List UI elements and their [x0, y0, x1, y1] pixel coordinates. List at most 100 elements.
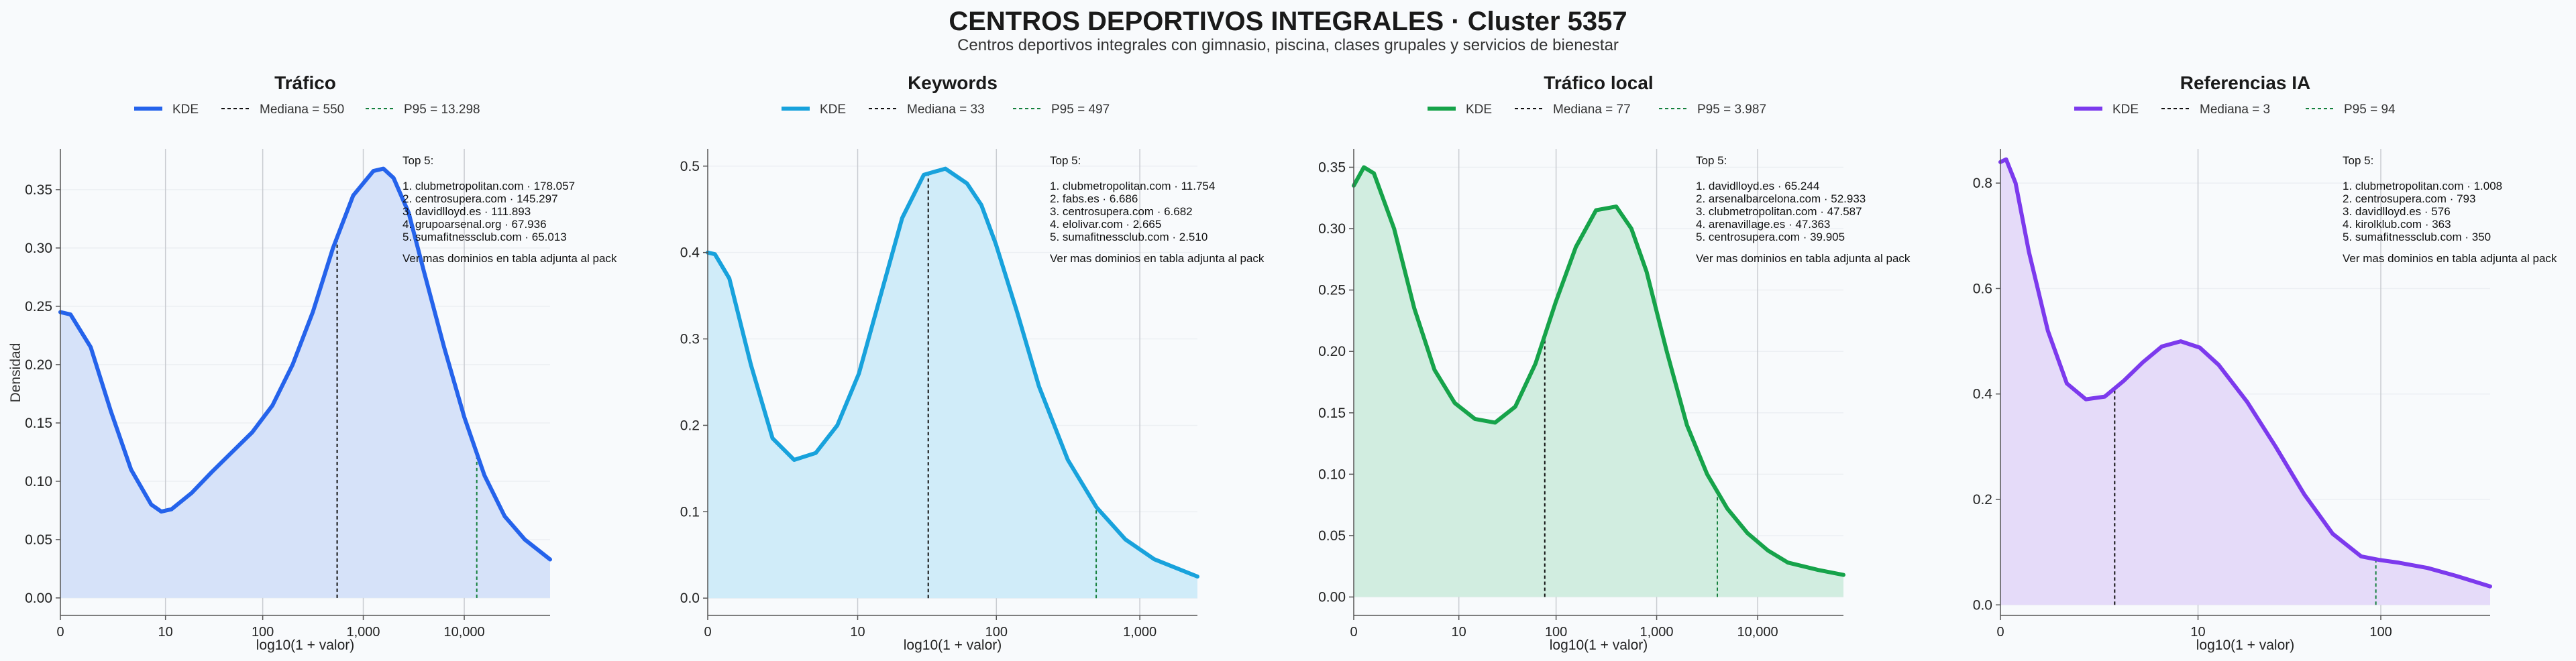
- legend-p95-label: P95 = 94: [2344, 103, 2396, 117]
- legend-p95-label: P95 = 497: [1051, 103, 1110, 117]
- top5-footer: Ver mas dominios en tabla adjunta al pac…: [2343, 252, 2557, 265]
- y-tick-label: 0.4: [680, 245, 700, 261]
- legend-kde-label: KDE: [1466, 103, 1492, 117]
- x-axis-label: log10(1 + valor): [2196, 638, 2295, 653]
- x-tick-label: 1,000: [1123, 625, 1157, 640]
- x-axis-label: log10(1 + valor): [1550, 638, 1648, 653]
- top5-item: 2. fabs.es · 6.686: [1050, 192, 1138, 205]
- legend-median-label: Mediana = 77: [1553, 103, 1631, 117]
- y-tick-label: 0.15: [1318, 406, 1346, 421]
- top5-item: 2. arsenalbarcelona.com · 52.933: [1696, 192, 1866, 205]
- x-tick-label: 10: [158, 625, 173, 640]
- kde-line: [1998, 157, 2492, 589]
- x-tick-label: 10: [1452, 625, 1466, 640]
- x-tick-label: 10,000: [443, 625, 484, 640]
- chart-title: CENTROS DEPORTIVOS INTEGRALES · Cluster …: [949, 7, 1627, 36]
- legend-kde-label: KDE: [2112, 103, 2139, 117]
- x-tick-label: 0: [1350, 625, 1357, 640]
- top5-item: 2. centrosupera.com · 793: [2343, 192, 2475, 205]
- kde-area: [2000, 159, 2490, 605]
- top5-footer: Ver mas dominios en tabla adjunta al pac…: [402, 252, 617, 265]
- x-tick-label: 0: [704, 625, 711, 640]
- y-tick-label: 0.1: [680, 504, 700, 520]
- y-tick-label: 0.20: [25, 357, 52, 373]
- y-tick-label: 0.05: [1318, 528, 1346, 544]
- y-tick-label: 0.8: [1973, 176, 1992, 191]
- legend-kde-label: KDE: [820, 103, 846, 117]
- x-tick-label: 10: [2190, 625, 2205, 640]
- y-tick-label: 0.2: [1973, 492, 1992, 507]
- y-axis-label: Densidad: [8, 343, 23, 403]
- panel-title: Referencias IA: [2180, 72, 2311, 93]
- top5-item: 4. kirolklub.com · 363: [2343, 218, 2451, 231]
- legend-p95-label: P95 = 3.987: [1697, 103, 1766, 117]
- kde-line: [58, 166, 552, 562]
- legend-median-label: Mediana = 3: [2200, 103, 2270, 117]
- x-axis-label: log10(1 + valor): [256, 638, 355, 653]
- y-tick-label: 0.05: [25, 532, 52, 548]
- top5-item: 4. grupoarsenal.org · 67.936: [402, 218, 547, 231]
- y-tick-label: 0.25: [1318, 283, 1346, 298]
- x-tick-label: 100: [252, 625, 274, 640]
- top5-item: 4. arenavillage.es · 47.363: [1696, 218, 1830, 231]
- panel-title: Tráfico: [274, 72, 336, 93]
- y-tick-label: 0.20: [1318, 344, 1346, 359]
- y-tick-label: 0.3: [680, 332, 700, 347]
- chart-subtitle: Centros deportivos integrales con gimnas…: [957, 36, 1619, 54]
- x-tick-label: 1,000: [1640, 625, 1674, 640]
- top5-title: Top 5:: [1696, 154, 1727, 167]
- y-tick-label: 0.5: [680, 159, 700, 174]
- chart-panel: Tráfico local KDE Mediana = 77 P95 = 3.987 0…: [1318, 72, 1911, 653]
- y-tick-label: 0.10: [25, 474, 52, 489]
- kde-line: [706, 166, 1199, 579]
- x-tick-label: 10,000: [1737, 625, 1778, 640]
- x-tick-label: 0: [1996, 625, 2004, 640]
- y-tick-label: 0.4: [1973, 387, 1993, 402]
- top5-item: 5. sumafitnessclub.com · 2.510: [1050, 231, 1208, 243]
- y-tick-label: 0.25: [25, 299, 52, 314]
- x-tick-label: 1,000: [347, 625, 380, 640]
- y-tick-label: 0.10: [1318, 467, 1346, 482]
- top5-item: 5. centrosupera.com · 39.905: [1696, 231, 1845, 243]
- top5-item: 5. sumafitnessclub.com · 65.013: [402, 231, 567, 243]
- legend-p95-label: P95 = 13.298: [404, 103, 480, 117]
- top5-item: 3. davidlloyd.es · 576: [2343, 205, 2451, 218]
- chart-panel: Referencias IA KDE Mediana = 3 P95 = 94 0.0 0…: [1973, 72, 2557, 653]
- top5-item: 5. sumafitnessclub.com · 350: [2343, 231, 2491, 243]
- top5-footer: Ver mas dominios en tabla adjunta al pac…: [1696, 252, 1911, 265]
- y-tick-label: 0.35: [1318, 160, 1346, 175]
- legend-median-label: Mediana = 33: [907, 103, 985, 117]
- y-tick-label: 0.6: [1973, 281, 1992, 296]
- top5-item: 3. clubmetropolitan.com · 47.587: [1696, 205, 1862, 218]
- legend-kde-label: KDE: [172, 103, 199, 117]
- kde-line: [1352, 165, 1845, 577]
- kde-area: [60, 168, 550, 598]
- chart-panel: Tráfico KDE Mediana = 550 P95 = 13.298 0.00 0…: [25, 72, 617, 653]
- y-tick-label: 0.30: [1318, 221, 1346, 237]
- top5-item: 1. clubmetropolitan.com · 1.008: [2343, 180, 2502, 192]
- x-tick-label: 100: [2369, 625, 2392, 640]
- panel-title: Tráfico local: [1544, 72, 1653, 93]
- y-tick-label: 0.15: [25, 416, 52, 431]
- y-tick-label: 0.30: [25, 241, 52, 256]
- top5-item: 3. davidlloyd.es · 111.893: [402, 205, 531, 218]
- y-tick-label: 0.0: [1973, 597, 1992, 613]
- top5-footer: Ver mas dominios en tabla adjunta al pac…: [1050, 252, 1265, 265]
- kde-area: [708, 168, 1197, 599]
- x-tick-label: 10: [850, 625, 865, 640]
- y-tick-label: 0.0: [680, 591, 700, 606]
- y-tick-label: 0.2: [680, 418, 700, 433]
- top5-item: 1. clubmetropolitan.com · 178.057: [402, 180, 575, 192]
- top5-title: Top 5:: [402, 154, 433, 167]
- panel-title: Keywords: [908, 72, 998, 93]
- top5-item: 4. elolivar.com · 2.665: [1050, 218, 1161, 231]
- top5-item: 1. clubmetropolitan.com · 11.754: [1050, 180, 1215, 192]
- top5-title: Top 5:: [2343, 154, 2373, 167]
- y-tick-label: 0.00: [25, 591, 52, 606]
- legend-median-label: Mediana = 550: [260, 103, 344, 117]
- x-tick-label: 100: [1545, 625, 1567, 640]
- top5-title: Top 5:: [1050, 154, 1081, 167]
- top5-item: 2. centrosupera.com · 145.297: [402, 192, 558, 205]
- top5-item: 3. centrosupera.com · 6.682: [1050, 205, 1193, 218]
